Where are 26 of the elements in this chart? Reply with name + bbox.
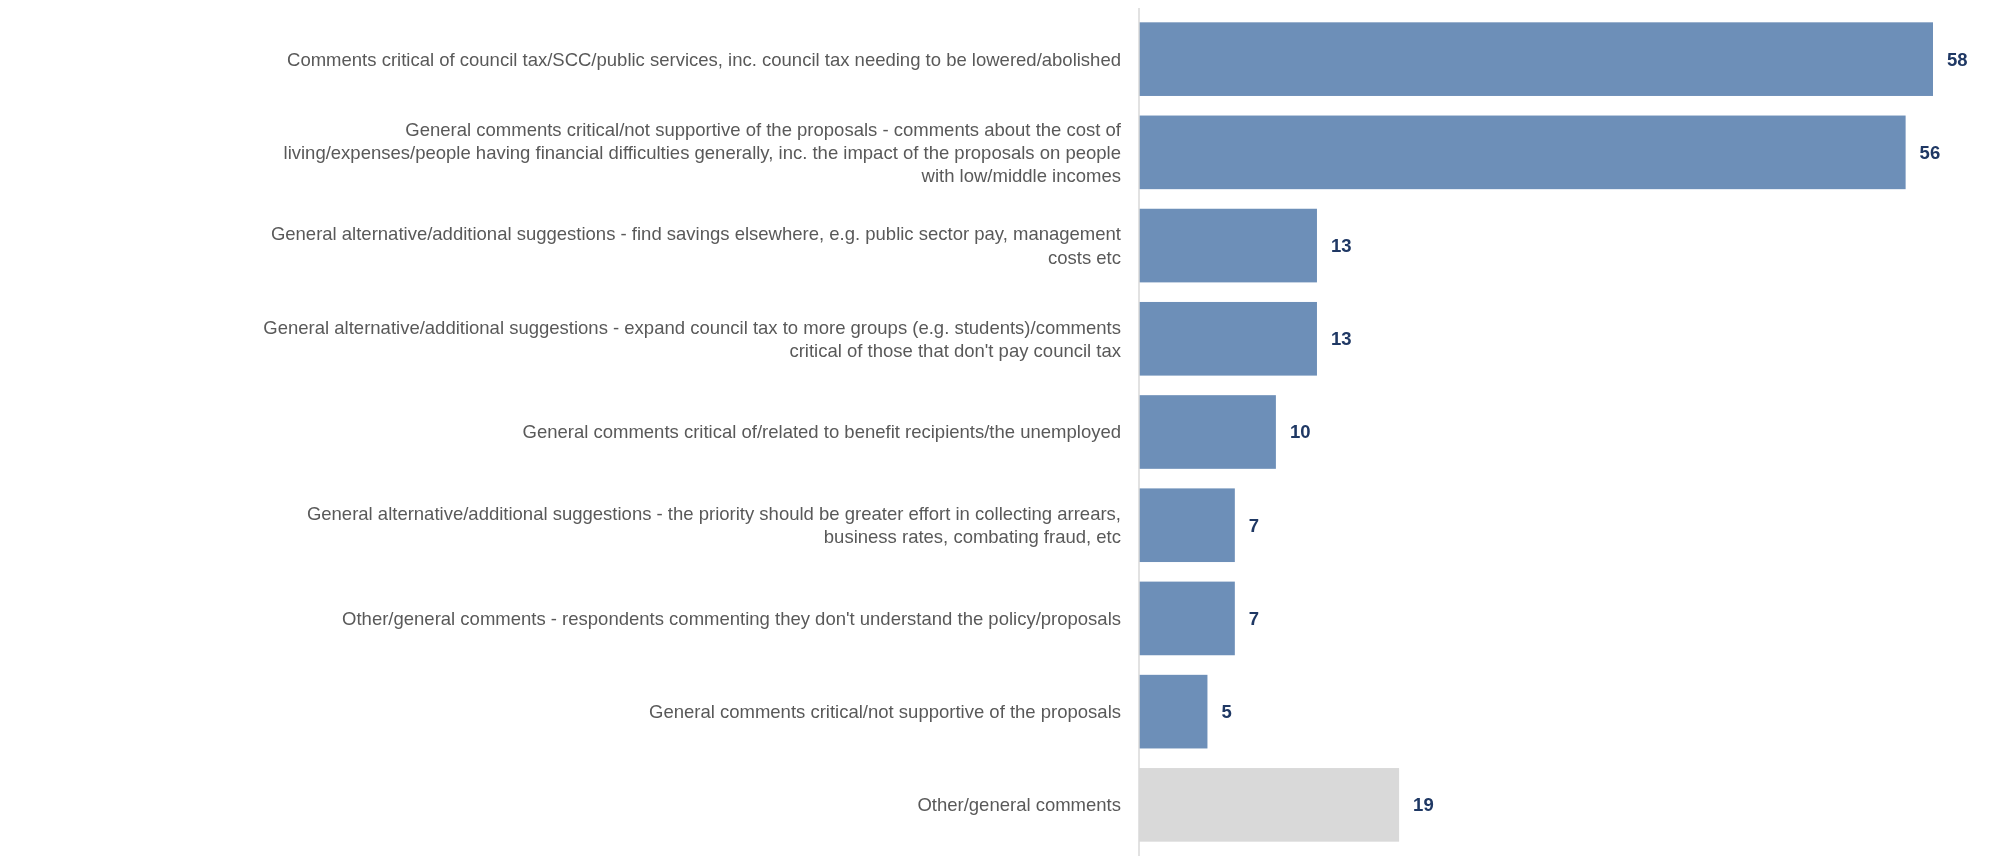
y-tick-label: General alternative/additional suggestions - find savings elsewhere, e.g. public sector pay, management costs etc — [270, 223, 1121, 268]
bar — [1139, 488, 1235, 563]
data-label: 58 — [1947, 48, 1968, 70]
y-tick-label: General comments critical/not supportive of the proposals — [649, 701, 1121, 723]
data-label: 19 — [1413, 794, 1434, 816]
data-label: 13 — [1330, 235, 1352, 257]
bar — [1139, 674, 1208, 749]
data-label: 7 — [1248, 607, 1260, 629]
bar — [1139, 581, 1235, 656]
y-tick-label: General alternative/additional suggestions - the priority should be greater effort in collecting arrears, business rates, combating fraud, etc — [306, 503, 1121, 548]
y-tick-label: Comments critical of council tax/SCC/public services, inc. council tax needing to be lowered/abolished — [287, 48, 1121, 70]
y-tick-label: General alternative/additional suggestions - expand council tax to more groups (e.g. students)/comments critical of those that don't pay council tax — [263, 316, 1122, 361]
y-tick-label: General comments critical/not supportive of the proposals - comments about the cost of living/expenses/people having financial difficulties generally, inc. the impact of the proposals on people with low/middle incomes — [283, 118, 1122, 186]
data-label: 5 — [1221, 701, 1232, 723]
y-tick-label: General comments critical of/related to benefit recipients/the unemployed — [522, 421, 1121, 443]
data-label: 7 — [1248, 514, 1260, 536]
bar — [1139, 395, 1276, 469]
y-tick-label: Other/general comments — [917, 794, 1121, 816]
data-label: 13 — [1330, 328, 1352, 350]
data-label: 56 — [1919, 141, 1941, 163]
bar — [1139, 301, 1317, 376]
bar — [1139, 115, 1906, 190]
y-tick-label: Other/general comments - respondents commenting they don't understand the policy/proposals — [342, 607, 1121, 629]
bar — [1139, 208, 1317, 283]
data-label: 10 — [1289, 421, 1311, 443]
bar — [1139, 22, 1933, 96]
